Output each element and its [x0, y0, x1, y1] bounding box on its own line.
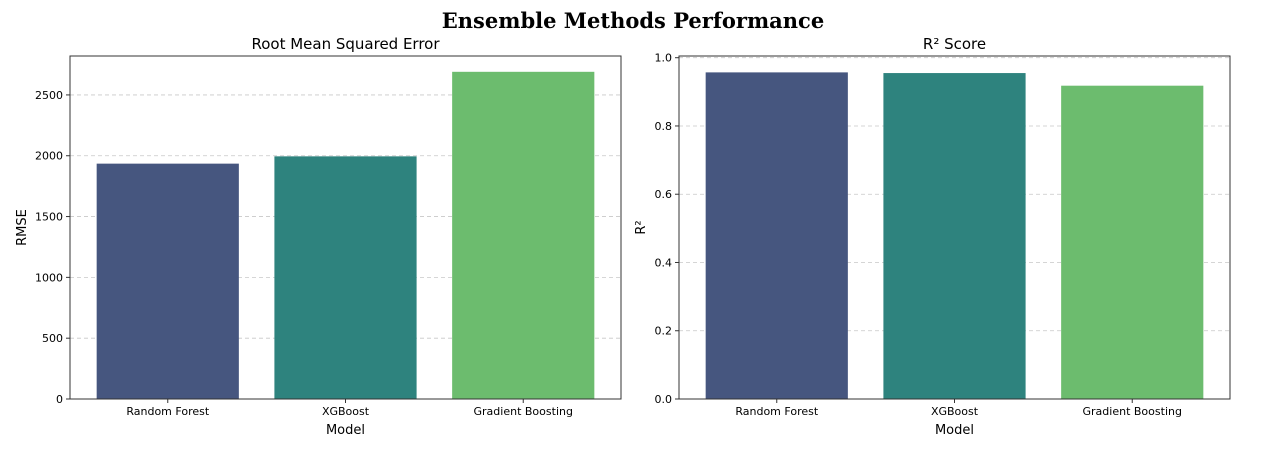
y-tick-label: 1000	[35, 271, 63, 284]
y-tick-label: 1.0	[655, 52, 673, 65]
y-tick-label: 0.4	[655, 256, 673, 269]
plot-frame	[69, 55, 622, 400]
bar-random-forest	[96, 163, 239, 399]
chart-r2: Random Forest XGBoost Gradient Boosting 0.0…	[634, 35, 1231, 438]
y-tick-label: 0.2	[655, 325, 673, 338]
x-axis-label: Model	[326, 423, 365, 438]
x-axis-label: Model	[935, 423, 974, 438]
bar-gradient-boosting	[452, 71, 595, 399]
x-tick-label: Random Forest	[735, 405, 818, 418]
plot-frame	[678, 55, 1231, 400]
y-tick-label: 0.8	[655, 120, 673, 133]
x-tick-label: Gradient Boosting	[1083, 405, 1182, 418]
y-tick-label: 0.6	[655, 188, 673, 201]
chart-title: Root Mean Squared Error	[251, 35, 440, 53]
chart-title: R² Score	[923, 35, 986, 53]
x-tick-label: XGBoost	[931, 405, 979, 418]
bar-random-forest	[705, 72, 848, 400]
figure-title: Ensemble Methods Performance	[441, 8, 825, 33]
y-tick-label: 500	[42, 332, 63, 345]
y-tick-label: 1500	[35, 211, 63, 224]
y-axis-label: RMSE	[15, 209, 30, 246]
y-tick-label: 0	[56, 393, 63, 406]
y-tick-label: 2000	[35, 150, 63, 163]
y-tick-label: 2500	[35, 89, 63, 102]
x-tick-label: Random Forest	[126, 405, 209, 418]
y-axis-label: R²	[634, 220, 649, 234]
chart-rmse: Random Forest XGBoost Gradient Boosting 0 50…	[15, 35, 622, 438]
x-tick-label: XGBoost	[322, 405, 370, 418]
x-tick-label: Gradient Boosting	[474, 405, 573, 418]
bar-xgboost	[883, 73, 1026, 400]
bar-xgboost	[274, 156, 417, 399]
bar-gradient-boosting	[1061, 85, 1204, 399]
y-tick-label: 0.0	[655, 393, 673, 406]
